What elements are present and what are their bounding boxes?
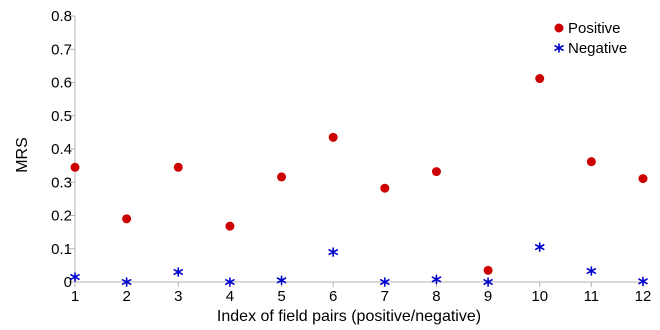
y-tick-label: 0.8 [51, 8, 72, 25]
x-tick-label: 5 [277, 288, 285, 305]
y-tick-label: 0.6 [51, 75, 72, 92]
x-tick-label: 4 [226, 288, 234, 305]
tick-labels: 00.10.20.30.40.50.60.70.81 2 3 4 5 6 7 8 9 10 11 12 [51, 8, 651, 305]
negative-point [328, 247, 338, 257]
negative-point [121, 277, 132, 287]
y-axis-label: MRS [14, 137, 31, 173]
negative-point [380, 277, 390, 287]
positive-point [328, 132, 338, 142]
positive-point [277, 172, 287, 182]
x-tick-label: 3 [174, 288, 182, 305]
positive-point [380, 183, 390, 193]
positive-point [70, 162, 80, 172]
negative-point [638, 276, 648, 287]
y-tick-label: 0.7 [51, 41, 72, 58]
negative-point [431, 274, 442, 285]
negative-point [276, 275, 287, 286]
x-tick-label: 10 [531, 288, 548, 305]
x-tick-label: 8 [432, 288, 440, 305]
y-tick-label: 0.3 [51, 174, 72, 191]
positive-point [431, 167, 441, 177]
legend-label-negative: Negative [568, 40, 627, 57]
legend-marker-positive [554, 23, 564, 33]
positive-point [586, 157, 596, 167]
x-tick-label: 6 [329, 288, 337, 305]
x-tick-label: 2 [122, 288, 130, 305]
data-points [70, 74, 648, 287]
x-tick-label: 1 [71, 288, 79, 305]
positive-point [122, 214, 132, 224]
axes [69, 15, 644, 287]
negative-point [70, 272, 80, 282]
negative-point [534, 242, 545, 252]
y-tick-label: 0.1 [51, 241, 72, 258]
y-tick-label: 0.5 [51, 108, 72, 125]
x-axis-label: Index of field pairs (positive/negative) [217, 308, 481, 325]
positive-point [173, 162, 183, 172]
negative-point [225, 277, 235, 287]
positive-point [483, 265, 493, 275]
x-tick-label: 12 [635, 288, 652, 305]
positive-point [638, 174, 648, 184]
legend-marker-negative [554, 43, 564, 53]
negative-point [483, 277, 493, 287]
y-tick-label: 0 [64, 274, 72, 291]
legend: Positive Negative [554, 20, 627, 57]
legend-label-positive: Positive [568, 20, 621, 37]
x-tick-label: 7 [381, 288, 389, 305]
x-tick-label: 11 [584, 288, 600, 305]
positive-point [535, 74, 545, 84]
negative-point [586, 266, 597, 276]
y-tick-label: 0.2 [51, 208, 72, 225]
positive-point [225, 221, 235, 231]
x-tick-label: 9 [484, 288, 492, 305]
negative-point [173, 267, 184, 277]
y-tick-label: 0.4 [51, 141, 72, 158]
